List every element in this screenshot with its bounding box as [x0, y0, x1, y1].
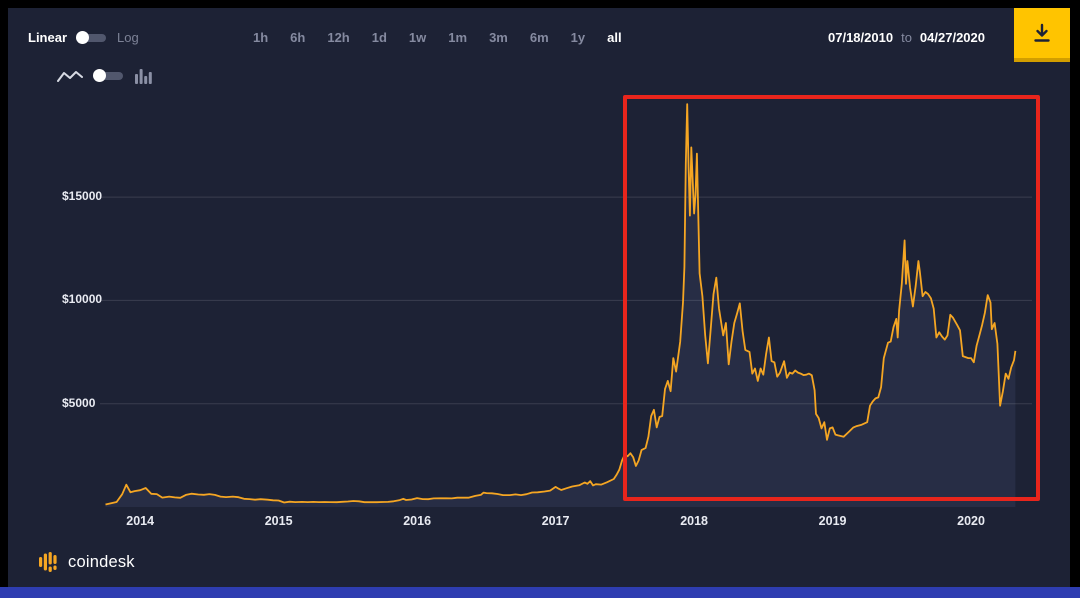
bar-chart-icon[interactable]: [135, 68, 152, 84]
range-button-6h[interactable]: 6h: [290, 30, 306, 45]
bottom-accent-strip: [0, 587, 1080, 598]
x-axis-label: 2019: [818, 514, 847, 528]
y-axis-label: $15000: [62, 189, 103, 204]
y-axis-label: $5000: [62, 395, 96, 410]
range-button-6m[interactable]: 6m: [529, 30, 549, 45]
scale-toggle-switch[interactable]: [76, 30, 108, 45]
toggle-track: [101, 72, 123, 80]
scale-toggle-group: Linear Log: [28, 30, 139, 45]
y-axis-label: $10000: [62, 292, 103, 307]
range-button-1d[interactable]: 1d: [371, 30, 387, 45]
range-selector: 1h 6h 12h 1d 1w 1m 3m 6m 1y all: [253, 30, 622, 45]
download-icon: [1034, 23, 1050, 42]
date-separator: to: [901, 30, 912, 45]
price-area: [105, 104, 1016, 507]
log-label[interactable]: Log: [117, 30, 139, 45]
annotation-rectangle: [623, 95, 1040, 501]
range-button-1w[interactable]: 1w: [408, 30, 427, 45]
x-axis-label: 2015: [264, 514, 293, 528]
x-axis-label: 2020: [957, 514, 985, 528]
range-button-12h[interactable]: 12h: [327, 30, 350, 45]
x-axis-label: 2014: [126, 514, 155, 528]
date-from[interactable]: 07/18/2010: [828, 30, 894, 45]
range-button-3m[interactable]: 3m: [489, 30, 508, 45]
date-to[interactable]: 04/27/2020: [919, 30, 985, 45]
toggle-knob: [76, 30, 90, 44]
x-axis-label: 2018: [680, 514, 708, 528]
range-button-all[interactable]: all: [607, 30, 622, 45]
x-axis-label: 2017: [541, 514, 570, 528]
chart-type-toggle-switch[interactable]: [93, 69, 125, 83]
coindesk-logo-icon: [39, 552, 57, 572]
price-chart[interactable]: [100, 100, 1032, 507]
range-button-1m[interactable]: 1m: [448, 30, 468, 45]
range-button-1h[interactable]: 1h: [253, 30, 269, 45]
chart-type-toggle-group: [57, 68, 152, 84]
chart-panel: Linear Log 1h 6h 12h 1d 1w 1m 3m 6m 1y a…: [8, 8, 1070, 587]
price-line: [105, 103, 1017, 506]
x-axis-label: 2016: [403, 514, 432, 528]
linear-label[interactable]: Linear: [28, 30, 68, 45]
brand-footer: coindesk: [38, 551, 135, 573]
toggle-knob: [93, 69, 106, 82]
brand-name: coindesk: [68, 552, 135, 571]
toggle-track: [84, 33, 107, 42]
range-button-1y[interactable]: 1y: [570, 30, 586, 45]
download-button[interactable]: [1014, 8, 1070, 62]
line-chart-icon[interactable]: [57, 69, 83, 84]
date-range: 07/18/2010 to 04/27/2020: [828, 30, 985, 45]
